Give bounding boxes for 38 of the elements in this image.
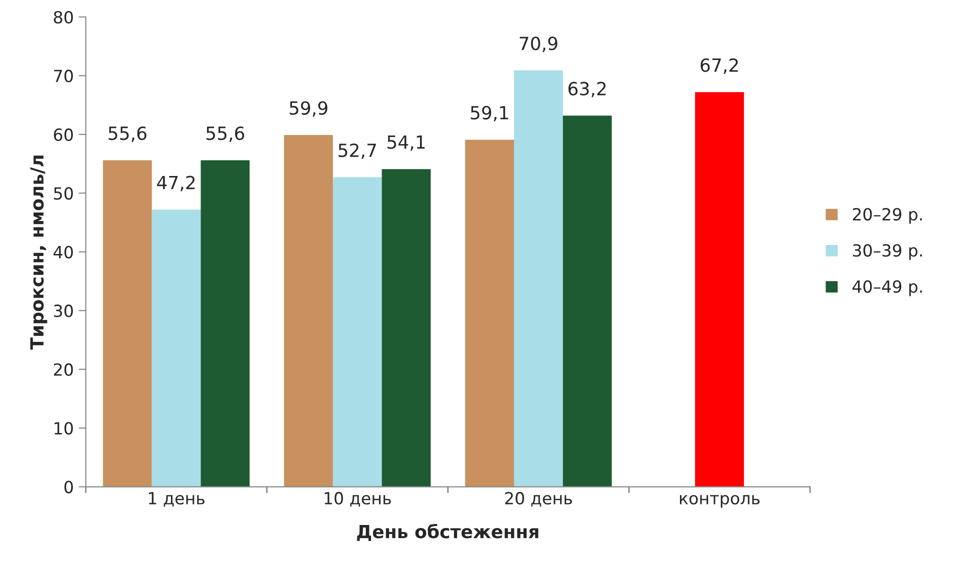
bar: [102, 160, 152, 487]
x-tick-label: 1 день: [148, 492, 205, 507]
data-label: 52,7: [338, 143, 376, 159]
y-tick-label: 40: [54, 246, 73, 258]
data-label: 55,6: [108, 126, 146, 142]
data-label: 55,6: [206, 126, 244, 142]
bar: [152, 210, 201, 487]
legend-label: 30–39 р.: [852, 244, 922, 260]
y-tick-label: 30: [54, 304, 73, 318]
legend-label: 20–29 р.: [852, 208, 922, 224]
data-label: 54,1: [388, 135, 425, 151]
data-label: 70,9: [520, 36, 558, 52]
x-tick-label: контроль: [680, 494, 760, 508]
bar: [382, 169, 431, 487]
y-tick-label: 10: [54, 422, 73, 435]
x-axis-title: День обстеження: [357, 524, 538, 541]
data-label: 47,2: [157, 176, 195, 192]
data-label: 59,1: [470, 106, 508, 122]
bar: [284, 135, 333, 487]
y-axis-title: Тироксин, нмоль/л: [30, 156, 48, 350]
y-tick-label: 50: [54, 187, 73, 200]
x-tick-label: 20 день: [505, 492, 572, 507]
bar: [562, 116, 612, 487]
bar: [465, 140, 514, 487]
data-label: 59,9: [290, 101, 328, 117]
legend-label: 40–49 р.: [852, 280, 922, 296]
bar: [200, 160, 250, 487]
y-tick-label: 70: [54, 70, 73, 82]
bar: [332, 177, 382, 487]
y-tick-label: 20: [54, 363, 73, 376]
data-label: 67,2: [700, 58, 738, 74]
y-tick-label: 0: [64, 480, 73, 494]
bar: [695, 92, 744, 487]
x-tick-label: 10 день: [324, 492, 391, 507]
y-tick-label: 60: [54, 128, 73, 141]
bar: [514, 70, 563, 487]
data-label: 63,2: [568, 82, 606, 98]
y-tick-label: 80: [54, 10, 73, 24]
